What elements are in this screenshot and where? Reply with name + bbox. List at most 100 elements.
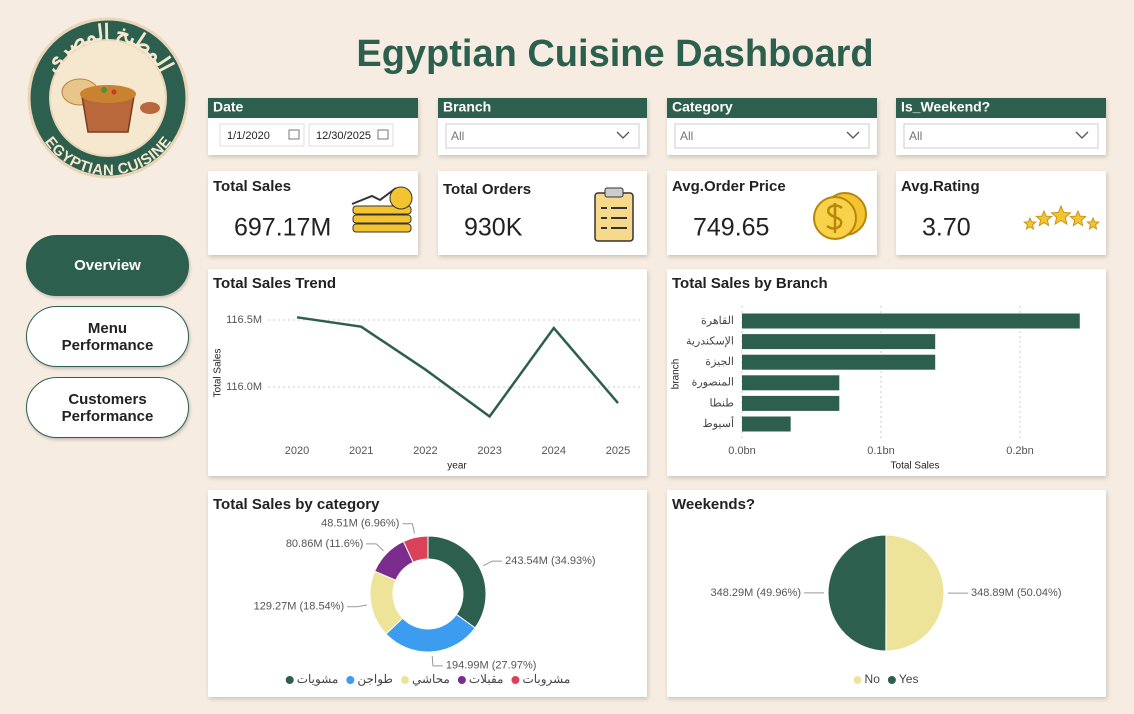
date-input[interactable] [219,123,305,147]
icon-coins [352,223,412,233]
icon-clip [604,187,624,198]
x-tick-label: 2022 [413,445,437,457]
icon-coins [352,214,412,224]
icon-star [1023,216,1037,230]
y-tick-label: طنطا [710,397,735,409]
legend-label: مقبلات [469,672,504,686]
dropdown[interactable] [674,123,870,149]
kpi-value: 697.17M [234,214,331,242]
legend: No Yes [853,672,919,686]
icon-star [1035,209,1053,227]
dropdown-value: All [680,129,693,143]
dashboard-title: Egyptian Cuisine Dashboard [356,33,873,75]
bar [742,334,936,350]
calendar-icon [288,129,300,140]
x-tick-label: 2020 [285,445,309,457]
slice [885,534,945,652]
leader-line [482,560,503,567]
filter-label: Branch [443,99,491,115]
filter-label: Is_Weekend? [901,99,990,115]
data-label: 348.89M (50.04%) [971,587,1062,599]
dropdown[interactable] [445,123,640,149]
kpi-value: 749.65 [693,214,769,242]
leader-line [402,523,416,534]
x-tick-label: 2025 [606,445,630,457]
filter-label: Category [672,99,733,115]
x-tick-label: 0.1bn [867,445,895,457]
calendar-icon [377,129,389,140]
data-label: 243.54M (34.93%) [505,555,595,567]
filter-header [667,98,877,118]
legend-swatch [853,676,862,684]
y-tick-label: 116.5M [226,314,262,326]
chart-title: Weekends? [672,496,755,513]
icon-coin [389,186,413,210]
icon-star [1086,216,1100,230]
date-value: 1/1/2020 [227,130,270,142]
bar [742,375,840,391]
nav-button[interactable]: Menu Performance [26,306,189,367]
legend-swatch [457,676,466,684]
bar [742,395,840,411]
legend-swatch [887,676,896,684]
x-axis-title: year [447,461,467,472]
y-tick-label: القاهرة [701,315,734,327]
y-tick-label: المنصورة [692,377,734,389]
logo-bowl [140,102,160,114]
nav-button[interactable]: Customers Performance [26,377,189,438]
chart-title: Total Sales Trend [213,275,336,292]
bar [742,354,936,370]
slice [427,535,487,629]
y-tick-label: الجيزة [705,356,734,368]
data-label: 129.27M (18.54%) [254,601,345,613]
chart-title: Total Sales by Branch [672,275,828,292]
dropdown[interactable] [903,123,1099,149]
legend-swatch [511,676,520,684]
logo-food [80,85,136,103]
legend-swatch [285,676,294,684]
data-label: 80.86M (11.6%) [286,538,363,550]
bar [742,416,791,432]
x-tick-label: 0.0bn [728,445,756,457]
icon-arrow [351,187,397,205]
filter-header [438,98,647,118]
kpi-label: Total Orders [443,181,531,198]
icon-star [1069,209,1087,227]
nav-button[interactable]: Overview [26,235,189,296]
y-axis-title: branch [671,359,682,390]
y-tick-label: 116.0M [226,381,262,393]
x-tick-label: 2024 [542,445,566,457]
data-label: 348.29M (49.96%) [711,587,802,599]
line [296,316,619,419]
date-input[interactable] [308,123,394,147]
kpi-label: Avg.Rating [901,178,980,195]
card [667,269,1106,476]
filter-header [208,98,418,118]
y-tick-label: الإسكندرية [686,336,734,348]
slice [402,535,429,563]
legend-label: No [865,672,881,686]
leader-line [431,655,443,667]
x-axis-title: Total Sales [891,461,940,472]
dropdown-chevron [1075,131,1089,139]
dropdown-chevron [846,131,860,139]
data-label: 48.51M (6.96%) [321,518,399,530]
x-tick-label: 0.2bn [1006,445,1034,457]
chart-title: Total Sales by category [213,496,380,513]
logo-garnish [101,87,107,93]
dropdown-chevron [616,131,630,139]
data-label: 194.99M (27.97%) [446,660,537,672]
bar [742,313,1080,329]
x-tick-label: 2023 [477,445,501,457]
legend-swatch [346,676,355,684]
slice [827,534,887,652]
y-axis-title: Total Sales [213,349,224,398]
logo-garnish [111,89,117,95]
leader-line [366,543,384,552]
date-value: 12/30/2025 [316,130,371,142]
legend-label: Yes [899,672,919,686]
card [208,490,647,697]
icon-star [1050,204,1072,226]
legend: مشويات طواجن محاشي مقبلات مشروبات [285,672,570,686]
